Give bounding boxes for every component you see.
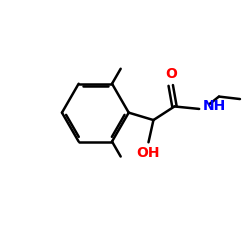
Text: O: O xyxy=(165,67,177,81)
Text: OH: OH xyxy=(137,146,160,160)
Text: NH: NH xyxy=(203,99,226,113)
